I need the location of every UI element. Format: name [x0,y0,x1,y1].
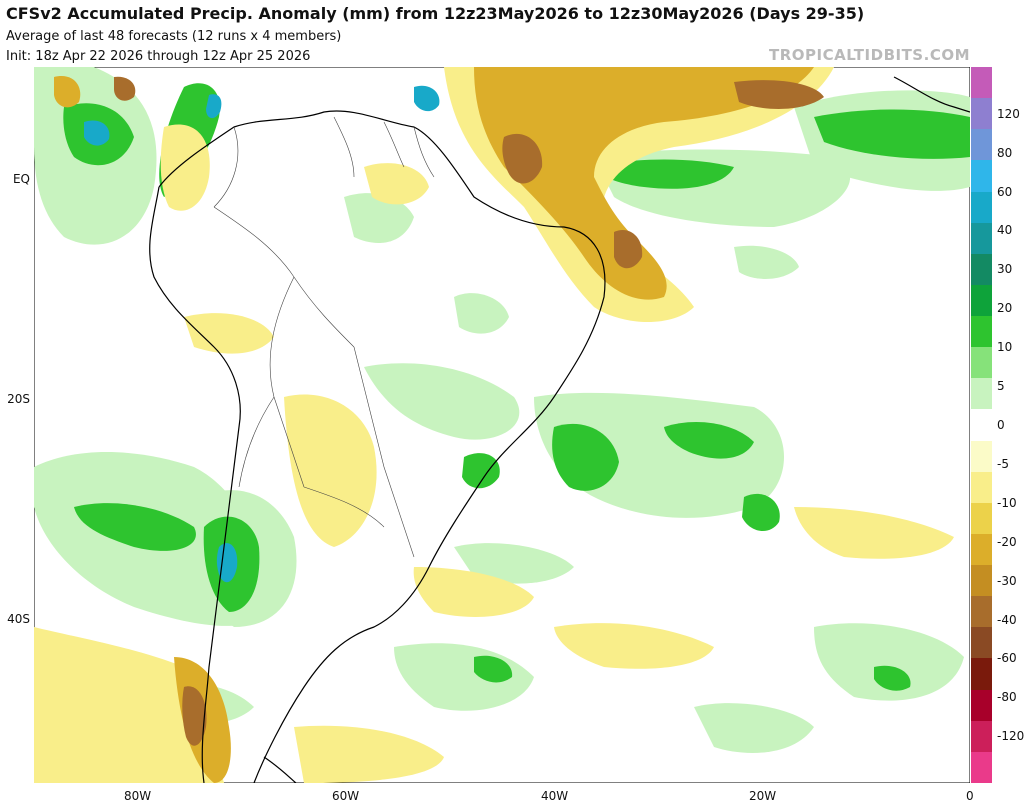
lon-label-40w: 40W [541,789,569,803]
colorbar-segment [971,67,992,99]
colorbar-segment [971,440,992,473]
colorbar-label: -20 [997,534,1017,549]
colorbar-label: 60 [997,184,1013,199]
lat-label-40s: 40S [7,612,30,626]
brand-watermark: TROPICALTIDBITS.COM [769,46,970,64]
colorbar-segment [971,129,992,161]
anomaly-field-teal [84,85,440,583]
colorbar-segment [971,191,992,224]
colorbar-segment [971,751,992,784]
colorbar-label: -120 [997,729,1024,744]
colorbar-segment [971,98,992,130]
colorbar-segment [971,253,992,286]
coastline [149,76,970,783]
colorbar-segment [971,533,992,566]
colorbar [971,67,992,784]
colorbar-segment [971,627,992,659]
map-subtitle: Average of last 48 forecasts (12 runs x … [6,29,342,44]
lon-label-80w: 80W [124,789,152,803]
colorbar-segment [971,284,992,317]
colorbar-segment [971,565,992,597]
colorbar-segment [971,471,992,504]
country-borders [213,116,435,558]
colorbar-label: 20 [997,301,1013,316]
colorbar-segment [971,658,992,691]
colorbar-label: 40 [997,223,1013,238]
colorbar-label: -30 [997,573,1017,588]
colorbar-segment [971,689,992,722]
colorbar-segment [971,502,992,535]
colorbar-label: 120 [997,106,1020,121]
colorbar-segment [971,720,992,753]
colorbar-segment [971,316,992,348]
colorbar-label: 0 [997,418,1005,432]
lon-label-60w: 60W [332,789,360,803]
colorbar-label: -40 [997,612,1017,627]
colorbar-segment [971,409,992,442]
colorbar-label: -10 [997,495,1017,510]
colorbar-segment [971,378,992,410]
lat-label-20s: 20S [7,392,30,406]
colorbar-segment [971,596,992,628]
lon-label-0: 0 [966,789,974,803]
colorbar-label: 5 [997,379,1005,394]
colorbar-segment [971,222,992,255]
colorbar-segment [971,160,992,193]
lon-label-20w: 20W [749,789,777,803]
colorbar-label: -60 [997,651,1017,666]
colorbar-label: 80 [997,145,1013,160]
colorbar-label: -80 [997,690,1017,705]
init-text: Init: 18z Apr 22 2026 through 12z Apr 25… [6,49,311,64]
anomaly-field-brown [114,76,824,746]
colorbar-segment [971,347,992,379]
colorbar-label: 10 [997,340,1013,355]
lat-label-eq: EQ [12,172,30,186]
precip-anomaly-map [34,67,970,783]
map-title: CFSv2 Accumulated Precip. Anomaly (mm) f… [6,4,865,23]
colorbar-label: -5 [997,456,1009,471]
colorbar-label: 30 [997,262,1013,277]
